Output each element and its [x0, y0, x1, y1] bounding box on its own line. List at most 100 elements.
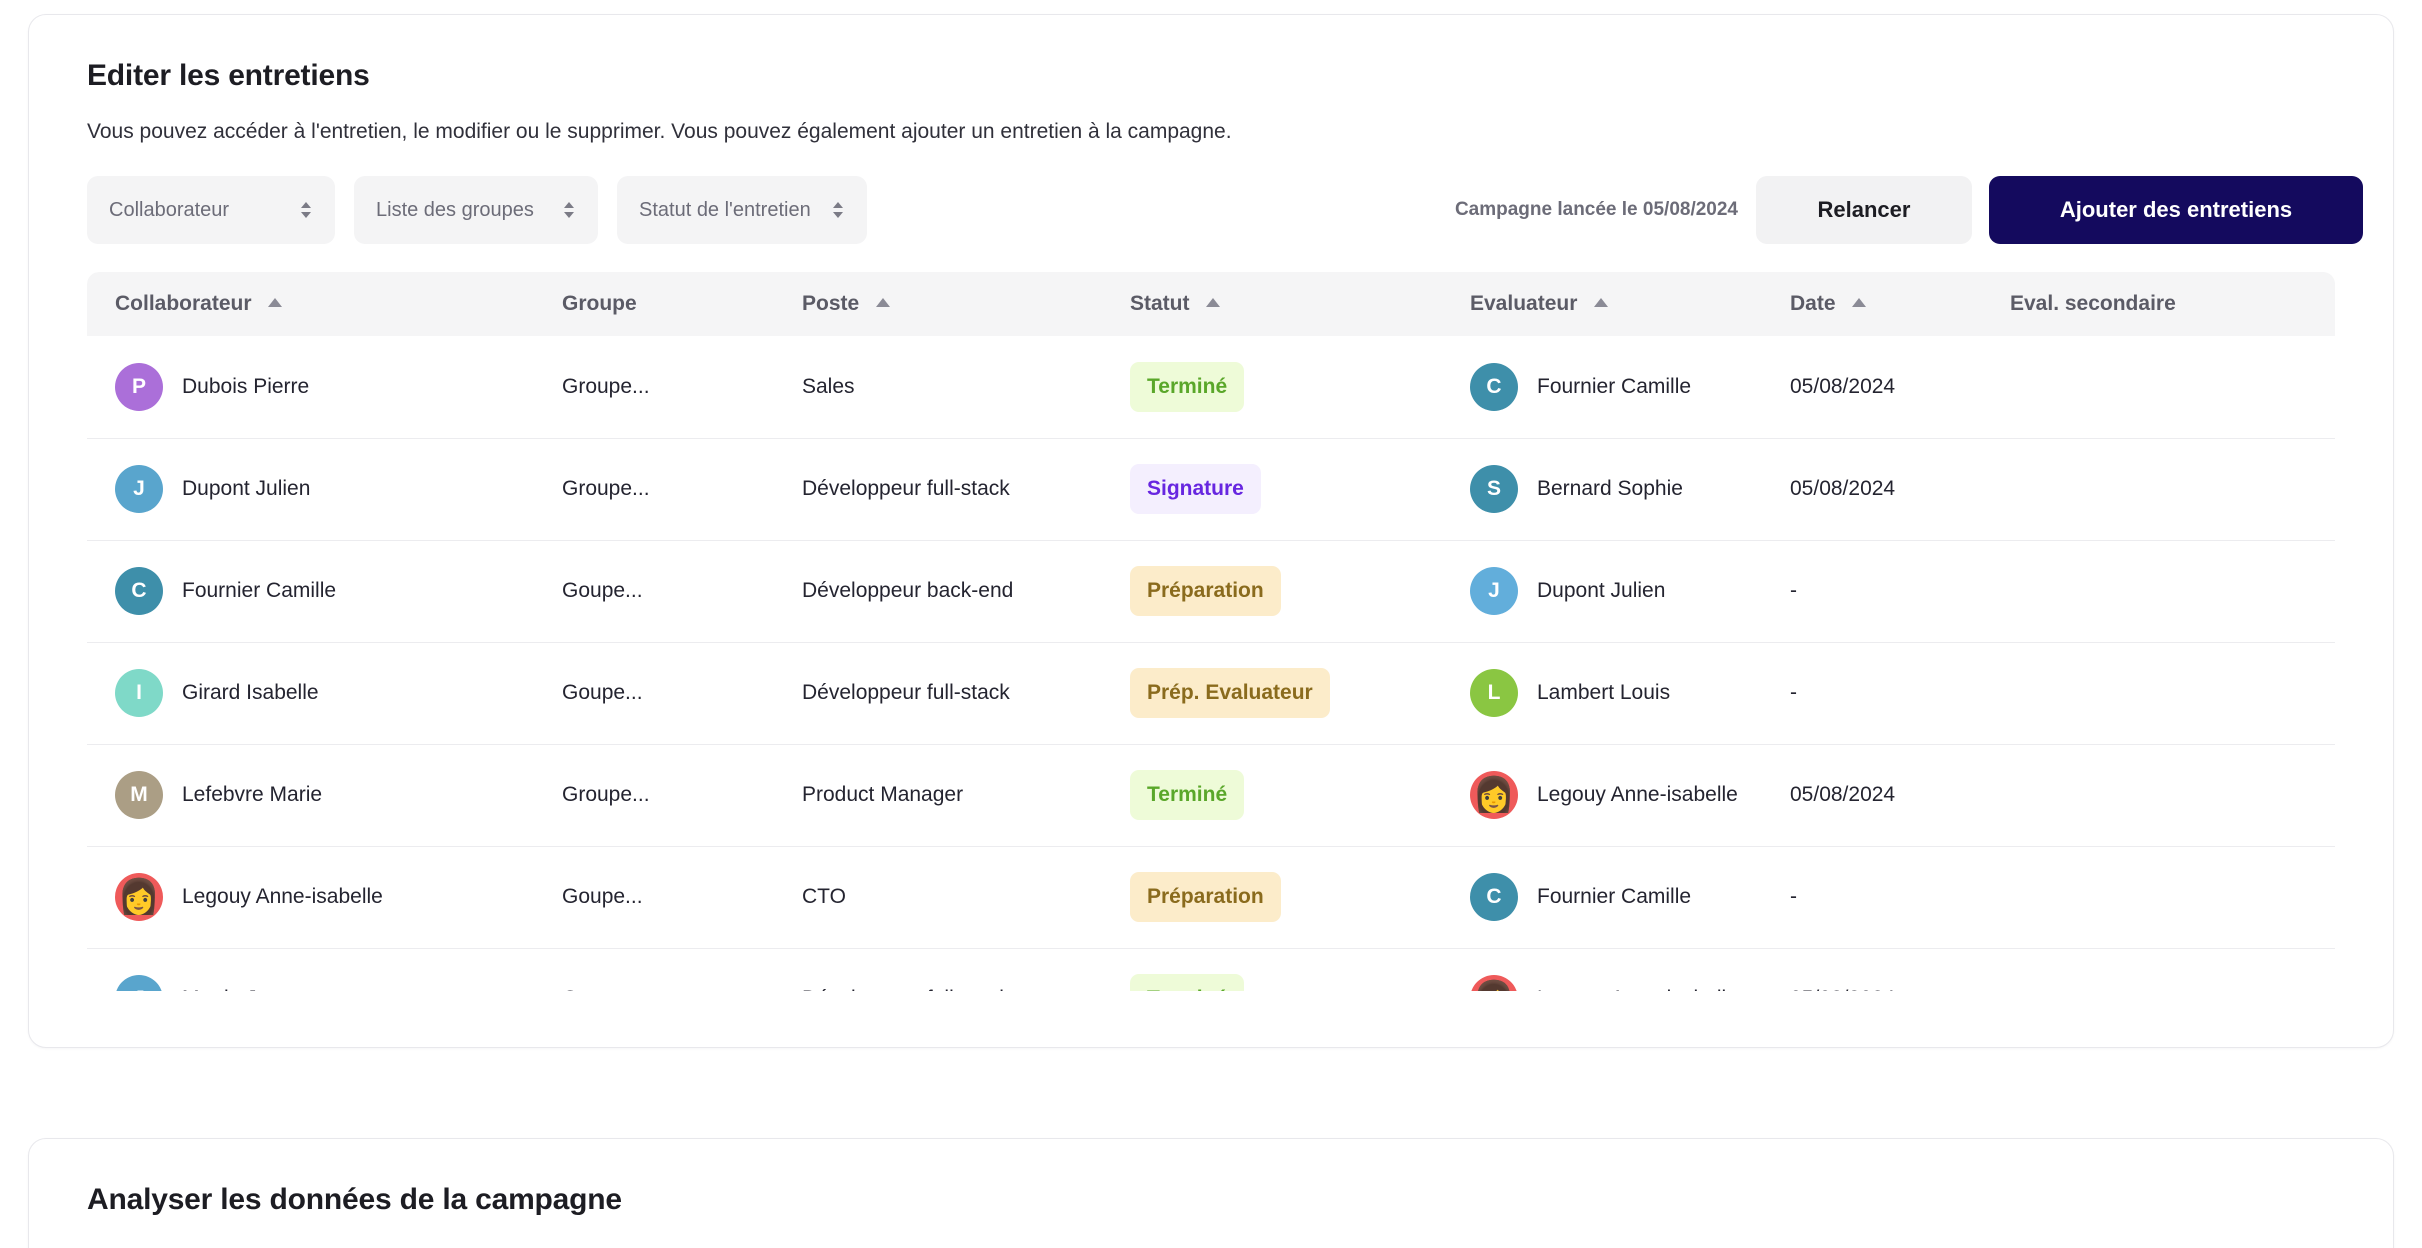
status-badge: Signature	[1130, 464, 1261, 514]
cell-collaborateur: M Lefebvre Marie	[87, 744, 534, 846]
cell-date: -	[1762, 642, 1982, 744]
groupe-value: Groupe...	[562, 477, 650, 500]
cell-evaluateur: 👩 Legouy Anne-isabelle	[1442, 948, 1762, 991]
analyse-title: Analyser les données de la campagne	[87, 1183, 622, 1216]
filter-collaborateur-select[interactable]: Collaborateur	[87, 176, 335, 244]
column-header-poste[interactable]: Poste	[774, 272, 1102, 336]
cell-groupe: Goupe...	[534, 642, 774, 744]
poste-value: Développeur full-stack	[802, 987, 1010, 991]
filter-status-select[interactable]: Statut de l'entretien	[617, 176, 867, 244]
evaluateur-avatar: S	[1470, 465, 1518, 513]
poste-value: Développeur back-end	[802, 579, 1014, 602]
cell-poste: Développeur full-stack	[774, 642, 1102, 744]
analyse-campaign-card: Analyser les données de la campagne	[28, 1138, 2394, 1248]
cell-eval-secondaire	[1982, 642, 2335, 744]
table-row[interactable]: J Martin Jean Groupe... Développeur full-st…	[87, 948, 2335, 991]
column-label: Collaborateur	[115, 292, 252, 315]
cell-date: -	[1762, 846, 1982, 948]
cell-groupe: Groupe...	[534, 744, 774, 846]
collaborateur-person: M Lefebvre Marie	[115, 771, 534, 819]
column-header-date[interactable]: Date	[1762, 272, 1982, 336]
cell-groupe: Groupe...	[534, 438, 774, 540]
evaluateur-avatar: L	[1470, 669, 1518, 717]
status-badge: Terminé	[1130, 974, 1245, 991]
cell-evaluateur: L Lambert Louis	[1442, 642, 1762, 744]
cell-poste: Développeur full-stack	[774, 948, 1102, 991]
cell-statut: Préparation	[1102, 540, 1442, 642]
sort-ascending-icon[interactable]	[876, 298, 891, 307]
cell-groupe: Goupe...	[534, 846, 774, 948]
cell-evaluateur: C Fournier Camille	[1442, 336, 1762, 438]
collaborateur-person: J Martin Jean	[115, 975, 534, 991]
cell-groupe: Groupe...	[534, 948, 774, 991]
cell-statut: Prép. Evaluateur	[1102, 642, 1442, 744]
poste-value: CTO	[802, 885, 846, 908]
table-row[interactable]: 👩 Legouy Anne-isabelle Goupe... CTO Préparat…	[87, 846, 2335, 948]
sort-ascending-icon[interactable]	[1594, 298, 1609, 307]
cell-statut: Terminé	[1102, 744, 1442, 846]
chevron-updown-icon	[831, 202, 845, 218]
cell-eval-secondaire	[1982, 846, 2335, 948]
cell-collaborateur: J Martin Jean	[87, 948, 534, 991]
interviews-table-scroll[interactable]: Collaborateur Groupe Poste Statut	[87, 272, 2335, 991]
table-body: P Dubois Pierre Groupe... Sales Terminé C Four…	[87, 336, 2335, 991]
cell-eval-secondaire	[1982, 438, 2335, 540]
column-label: Groupe	[562, 292, 637, 315]
poste-value: Développeur full-stack	[802, 477, 1010, 500]
evaluateur-name: Dupont Julien	[1537, 579, 1666, 603]
collaborateur-name: Legouy Anne-isabelle	[182, 885, 383, 909]
cell-eval-secondaire	[1982, 336, 2335, 438]
table-row[interactable]: J Dupont Julien Groupe... Développeur full-…	[87, 438, 2335, 540]
poste-value: Sales	[802, 374, 855, 398]
cell-eval-secondaire	[1982, 948, 2335, 991]
cell-poste: Product Manager	[774, 744, 1102, 846]
filter-groups-label: Liste des groupes	[376, 198, 534, 221]
sort-ascending-icon[interactable]	[1206, 298, 1221, 307]
table-row[interactable]: M Lefebvre Marie Groupe... Product Manager T…	[87, 744, 2335, 846]
collaborateur-avatar: J	[115, 465, 163, 513]
collaborateur-name: Fournier Camille	[182, 579, 337, 603]
cell-collaborateur: P Dubois Pierre	[87, 336, 534, 438]
evaluateur-name: Bernard Sophie	[1537, 477, 1683, 501]
filter-groups-select[interactable]: Liste des groupes	[354, 176, 598, 244]
collaborateur-person: C Fournier Camille	[115, 567, 534, 615]
evaluateur-avatar: 👩	[1470, 975, 1518, 991]
chevron-updown-icon	[299, 202, 313, 218]
collaborateur-avatar: C	[115, 567, 163, 615]
date-value: 05/08/2024	[1790, 477, 1896, 500]
status-badge: Préparation	[1130, 872, 1281, 922]
add-interviews-button[interactable]: Ajouter des entretiens	[1989, 176, 2363, 244]
cell-groupe: Groupe...	[534, 336, 774, 438]
column-header-groupe[interactable]: Groupe	[534, 272, 774, 336]
cell-date: 05/08/2024	[1762, 744, 1982, 846]
cell-evaluateur: 👩 Legouy Anne-isabelle	[1442, 744, 1762, 846]
cell-evaluateur: S Bernard Sophie	[1442, 438, 1762, 540]
column-header-eval-secondaire[interactable]: Eval. secondaire	[1982, 272, 2335, 336]
evaluateur-name: Fournier Camille	[1537, 374, 1692, 398]
relaunch-button[interactable]: Relancer	[1756, 176, 1972, 244]
cell-poste: Développeur back-end	[774, 540, 1102, 642]
table-row[interactable]: I Girard Isabelle Goupe... Développeur full…	[87, 642, 2335, 744]
column-header-evaluateur[interactable]: Evaluateur	[1442, 272, 1762, 336]
filter-collaborateur-label: Collaborateur	[109, 198, 230, 221]
sort-ascending-icon[interactable]	[268, 298, 283, 307]
column-header-statut[interactable]: Statut	[1102, 272, 1442, 336]
table-row[interactable]: C Fournier Camille Goupe... Développeur bac…	[87, 540, 2335, 642]
collaborateur-person: I Girard Isabelle	[115, 669, 534, 717]
column-label: Statut	[1130, 292, 1190, 315]
evaluateur-name: Legouy Anne-isabelle	[1537, 986, 1738, 991]
groupe-value: Goupe...	[562, 681, 643, 704]
sort-ascending-icon[interactable]	[1852, 298, 1867, 307]
table-row[interactable]: P Dubois Pierre Groupe... Sales Terminé C Four…	[87, 336, 2335, 438]
status-badge: Préparation	[1130, 566, 1281, 616]
column-header-collaborateur[interactable]: Collaborateur	[87, 272, 534, 336]
collaborateur-name: Dupont Julien	[182, 477, 311, 501]
cell-evaluateur: C Fournier Camille	[1442, 846, 1762, 948]
collaborateur-name: Martin Jean	[182, 986, 292, 991]
evaluateur-name: Lambert Louis	[1537, 681, 1671, 705]
evaluateur-person: 👩 Legouy Anne-isabelle	[1470, 975, 1762, 991]
collaborateur-avatar: M	[115, 771, 163, 819]
evaluateur-person: S Bernard Sophie	[1470, 465, 1762, 513]
collaborateur-avatar: 👩	[115, 873, 163, 921]
table-header-row: Collaborateur Groupe Poste Statut	[87, 272, 2335, 336]
